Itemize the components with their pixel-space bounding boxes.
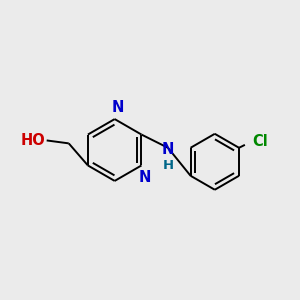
Text: N: N <box>138 170 151 185</box>
Text: HO: HO <box>20 133 45 148</box>
Text: Cl: Cl <box>252 134 268 149</box>
Text: N: N <box>111 100 124 115</box>
Text: H: H <box>162 159 173 172</box>
Text: N: N <box>162 142 174 157</box>
